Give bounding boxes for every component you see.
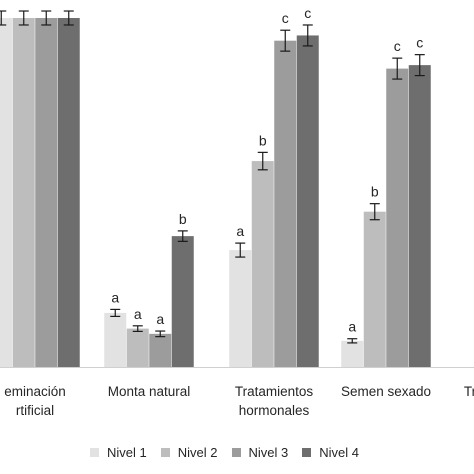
- x-tick-label: Tr: [464, 384, 474, 399]
- x-tick-label: Tratamientos hormonales: [235, 384, 314, 418]
- bar-nivel-4-cat-1: [171, 236, 194, 367]
- significance-label: b: [179, 211, 187, 227]
- bar-nivel-3-cat-1: [149, 333, 172, 367]
- significance-label: c: [304, 5, 311, 21]
- error-bar-nivel-4-cat-3: [414, 54, 425, 77]
- bar-nivel-3-cat-3: [386, 68, 409, 367]
- bar-nivel-2-cat-3: [363, 211, 386, 367]
- legend-item-nivel-4: Nivel 4: [302, 445, 359, 460]
- bars-layer: [0, 18, 431, 368]
- error-bar-nivel-3-cat-0: [41, 10, 52, 26]
- bar-nivel-1-cat-3: [341, 340, 364, 367]
- significance-label: a: [134, 306, 142, 322]
- significance-label: b: [371, 184, 379, 200]
- error-bars-layer: [0, 10, 425, 344]
- error-bar-nivel-2-cat-3: [369, 203, 380, 221]
- bar-nivel-2-cat-2: [251, 161, 274, 367]
- legend-swatch: [302, 447, 312, 457]
- error-bar-nivel-2-cat-0: [18, 10, 29, 26]
- error-bar-nivel-4-cat-0: [63, 10, 74, 26]
- legend-swatch: [231, 447, 241, 457]
- error-bar-nivel-3-cat-1: [155, 330, 166, 338]
- x-tick-labels-layer: eminación rtificial Monta natural Tratamien…: [4, 384, 474, 418]
- bar-nivel-3-cat-0: [35, 18, 58, 367]
- error-bar-nivel-2-cat-2: [257, 151, 268, 171]
- bar-nivel-4-cat-3: [408, 65, 431, 368]
- legend-swatch: [160, 447, 170, 457]
- error-bar-nivel-1-cat-0: [0, 10, 7, 26]
- x-tick-label: Semen sexado: [341, 384, 431, 399]
- significance-label: a: [236, 223, 244, 239]
- legend-label: Nivel 2: [177, 444, 218, 460]
- legend: Nivel 1 Nivel 2 Nivel 3 Nivel 4: [90, 441, 359, 463]
- bar-nivel-4-cat-0: [57, 18, 80, 367]
- error-bar-nivel-4-cat-1: [177, 230, 188, 242]
- error-bar-nivel-2-cat-1: [132, 325, 143, 333]
- error-bar-nivel-4-cat-2: [302, 24, 313, 47]
- error-bar-nivel-1-cat-2: [235, 242, 246, 258]
- error-bar-nivel-1-cat-1: [110, 308, 121, 317]
- legend-label: Nivel 3: [248, 444, 289, 460]
- significance-label: b: [259, 132, 267, 148]
- legend-label: Nivel 4: [319, 444, 359, 460]
- bar-nivel-1-cat-0: [0, 18, 13, 367]
- legend-label: Nivel 1: [107, 444, 147, 460]
- significance-label: a: [348, 319, 356, 335]
- legend-item-nivel-3: Nivel 3: [231, 444, 289, 460]
- error-bar-nivel-3-cat-2: [280, 29, 291, 52]
- significance-label: c: [416, 35, 423, 51]
- bar-nivel-2-cat-0: [12, 18, 35, 367]
- legend-item-nivel-2: Nivel 2: [160, 444, 218, 460]
- legend-item-nivel-1: Nivel 1: [90, 445, 147, 460]
- significance-label: a: [111, 289, 119, 305]
- x-tick-label: Monta natural: [108, 384, 191, 399]
- significance-label: c: [282, 10, 289, 26]
- significance-label: c: [394, 38, 401, 54]
- legend-swatch: [90, 447, 99, 457]
- x-tick-label: eminación rtificial: [4, 384, 66, 418]
- significance-label: a: [156, 311, 164, 327]
- bar-nivel-1-cat-2: [229, 250, 252, 367]
- bar-nivel-4-cat-2: [296, 35, 319, 367]
- bar-nivel-3-cat-2: [274, 40, 297, 368]
- bar-nivel-2-cat-1: [126, 328, 149, 367]
- error-bar-nivel-3-cat-3: [392, 57, 403, 80]
- error-bar-nivel-1-cat-3: [347, 338, 358, 344]
- bar-nivel-1-cat-1: [104, 312, 127, 367]
